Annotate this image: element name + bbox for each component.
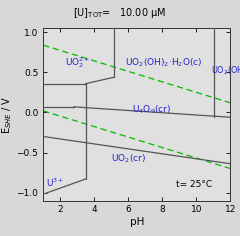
Text: t= 25°C: t= 25°C bbox=[176, 180, 212, 189]
X-axis label: pH: pH bbox=[130, 217, 144, 227]
Text: UO$_2$(OH)$_2$·H$_2$O(c): UO$_2$(OH)$_2$·H$_2$O(c) bbox=[125, 57, 202, 69]
Text: UO$_2$(cr): UO$_2$(cr) bbox=[111, 153, 146, 165]
Text: UO$_2$(OH)$_3^-$: UO$_2$(OH)$_3^-$ bbox=[211, 64, 240, 78]
Text: UO$_2^{2+}$: UO$_2^{2+}$ bbox=[65, 55, 91, 70]
Text: U$^{3+}$: U$^{3+}$ bbox=[46, 177, 64, 189]
Y-axis label: E$_{SHE}$ / V: E$_{SHE}$ / V bbox=[0, 95, 14, 134]
Text: [U]$_{\mathrm{TOT}}$=   10.00 μM: [U]$_{\mathrm{TOT}}$= 10.00 μM bbox=[73, 6, 167, 20]
Text: U$_4$O$_9$(cr): U$_4$O$_9$(cr) bbox=[132, 104, 171, 116]
